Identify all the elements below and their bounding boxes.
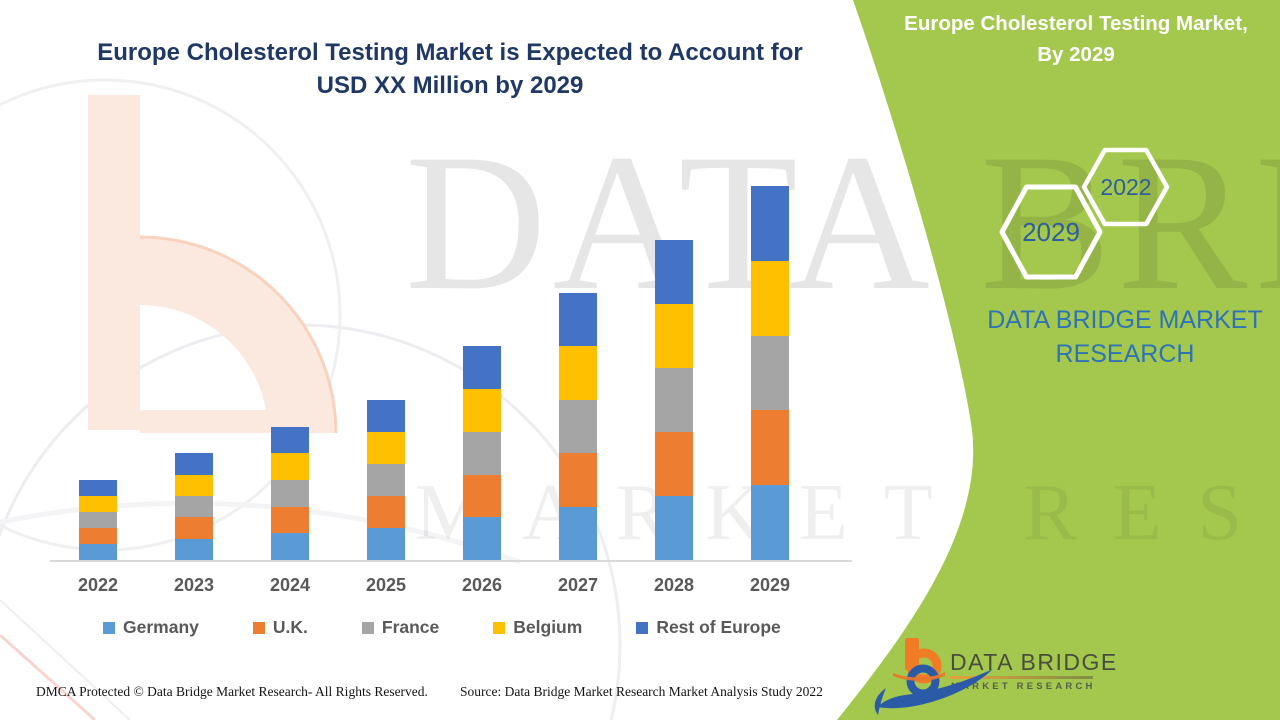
x-axis-label-2026: 2026 xyxy=(461,575,503,595)
legend-item-U.K.: U.K. xyxy=(252,617,308,638)
bar-segment-2027-France xyxy=(559,399,597,454)
bar-segment-2028-U.K. xyxy=(655,431,693,496)
bar-segment-2029-U.K. xyxy=(751,410,789,486)
legend-swatch-icon xyxy=(361,621,374,634)
bar-segment-2027-U.K. xyxy=(559,453,597,507)
legend-label: Germany xyxy=(123,617,199,637)
legend-swatch-icon xyxy=(493,621,506,634)
brand-text-line1: DATA BRIDGE MARKET xyxy=(987,306,1263,334)
logo-underline xyxy=(950,676,1093,679)
legend-item-Belgium: Belgium xyxy=(493,617,582,638)
x-axis-label-2023: 2023 xyxy=(173,575,215,595)
chart-title-line2: USD XX Million by 2029 xyxy=(316,72,584,99)
bar-segment-2028-Rest of Europe xyxy=(655,239,693,304)
bar-segment-2024-Belgium xyxy=(271,453,309,480)
legend-label: France xyxy=(381,617,440,637)
logo-wordmark: DATA BRIDGE xyxy=(950,649,1118,675)
chart-title: Europe Cholesterol Testing Market is Exp… xyxy=(60,36,840,102)
bar-segment-2029-Rest of Europe xyxy=(751,186,789,261)
panel-title: Europe Cholesterol Testing Market, By 20… xyxy=(880,8,1272,70)
bar-segment-2025-U.K. xyxy=(367,495,405,528)
bar-segment-2027-Rest of Europe xyxy=(559,293,597,347)
bar-segment-2023-Rest of Europe xyxy=(175,453,213,475)
bar-segment-2023-France xyxy=(175,495,213,518)
bar-segment-2025-Rest of Europe xyxy=(367,399,405,432)
legend-swatch-icon xyxy=(636,621,649,634)
bar-segment-2022-France xyxy=(79,511,117,528)
legend: Germany U.K. France Belgium Rest of Europe xyxy=(103,617,781,638)
bar-segment-2026-Rest of Europe xyxy=(463,346,501,390)
legend-item-Rest of Europe: Rest of Europe xyxy=(636,617,781,638)
bar-segment-2029-Belgium xyxy=(751,260,789,336)
bar-segment-2024-Germany xyxy=(271,533,309,560)
bar-segment-2026-France xyxy=(463,431,501,475)
bar-segment-2027-Belgium xyxy=(559,346,597,400)
x-axis-label-2025: 2025 xyxy=(365,575,407,595)
x-axis-label-2029: 2029 xyxy=(749,575,791,595)
hexagon-2029-label: 2029 xyxy=(1022,217,1080,247)
bar-segment-2024-U.K. xyxy=(271,506,309,534)
bar-segment-2025-Belgium xyxy=(367,431,405,464)
bar-segment-2023-U.K. xyxy=(175,517,213,539)
plot-area: 2022 2023 2024 2025 2026 2027 2028 2029 xyxy=(50,186,852,595)
bar-segment-2025-Germany xyxy=(367,527,405,560)
green-panel-shape xyxy=(837,0,1280,720)
bar-segment-2022-Belgium xyxy=(79,495,117,512)
decor-swoosh-icon xyxy=(0,500,521,565)
bar-segment-2022-Germany xyxy=(79,543,117,560)
hexagon-2022-label: 2022 xyxy=(1100,174,1152,200)
legend-item-Germany: Germany xyxy=(103,617,199,638)
bar-segment-2029-France xyxy=(751,335,789,411)
peach-b-logo-watermark-icon xyxy=(88,95,338,434)
x-axis-label-2024: 2024 xyxy=(269,575,311,595)
legend-swatch-icon xyxy=(103,621,115,634)
bar-segment-2025-France xyxy=(367,463,405,496)
legend-swatch-icon xyxy=(252,621,265,634)
bar-segment-2027-Germany xyxy=(559,506,597,560)
bar-segment-2023-Belgium xyxy=(175,474,213,496)
brand-text-line2: RESEARCH xyxy=(1055,340,1195,368)
logo-subtext: MARKET RESEARCH xyxy=(951,681,1096,692)
bar-segment-2026-Germany xyxy=(463,517,501,560)
footer-source-text: Source: Data Bridge Market Research Mark… xyxy=(460,684,823,699)
bar-segment-2026-U.K. xyxy=(463,474,501,518)
x-axis-label-2027: 2027 xyxy=(557,575,599,595)
bar-segment-2024-Rest of Europe xyxy=(271,426,309,454)
bar-segment-2023-Germany xyxy=(175,538,213,560)
x-axis-line xyxy=(50,560,852,562)
chart-title-line1: Europe Cholesterol Testing Market is Exp… xyxy=(97,39,803,66)
footer-dmca-text: DMCA Protected © Data Bridge Market Rese… xyxy=(36,684,428,699)
brand-text: DATA BRIDGE MARKET RESEARCH xyxy=(955,303,1280,371)
bar-segment-2026-Belgium xyxy=(463,389,501,432)
x-axis-label-2028: 2028 xyxy=(653,575,695,595)
bar-segment-2029-Germany xyxy=(751,485,789,560)
x-axis-label-2022: 2022 xyxy=(77,575,119,595)
panel-title-line2: By 2029 xyxy=(1037,43,1115,66)
legend-label: U.K. xyxy=(272,617,308,637)
bar-segment-2024-France xyxy=(271,479,309,507)
legend-item-France: France xyxy=(361,617,440,638)
legend-label: Belgium xyxy=(513,617,583,637)
decor-line-icon xyxy=(0,599,131,720)
bar-segment-2028-Germany xyxy=(655,495,693,560)
bar-segment-2028-Belgium xyxy=(655,303,693,368)
legend-label: Rest of Europe xyxy=(656,617,781,637)
bar-segment-2028-France xyxy=(655,367,693,432)
panel-title-line1: Europe Cholesterol Testing Market, xyxy=(904,12,1248,35)
decor-pink-line-icon xyxy=(0,633,97,720)
bar-segment-2022-U.K. xyxy=(79,527,117,544)
bar-segment-2022-Rest of Europe xyxy=(79,479,117,496)
